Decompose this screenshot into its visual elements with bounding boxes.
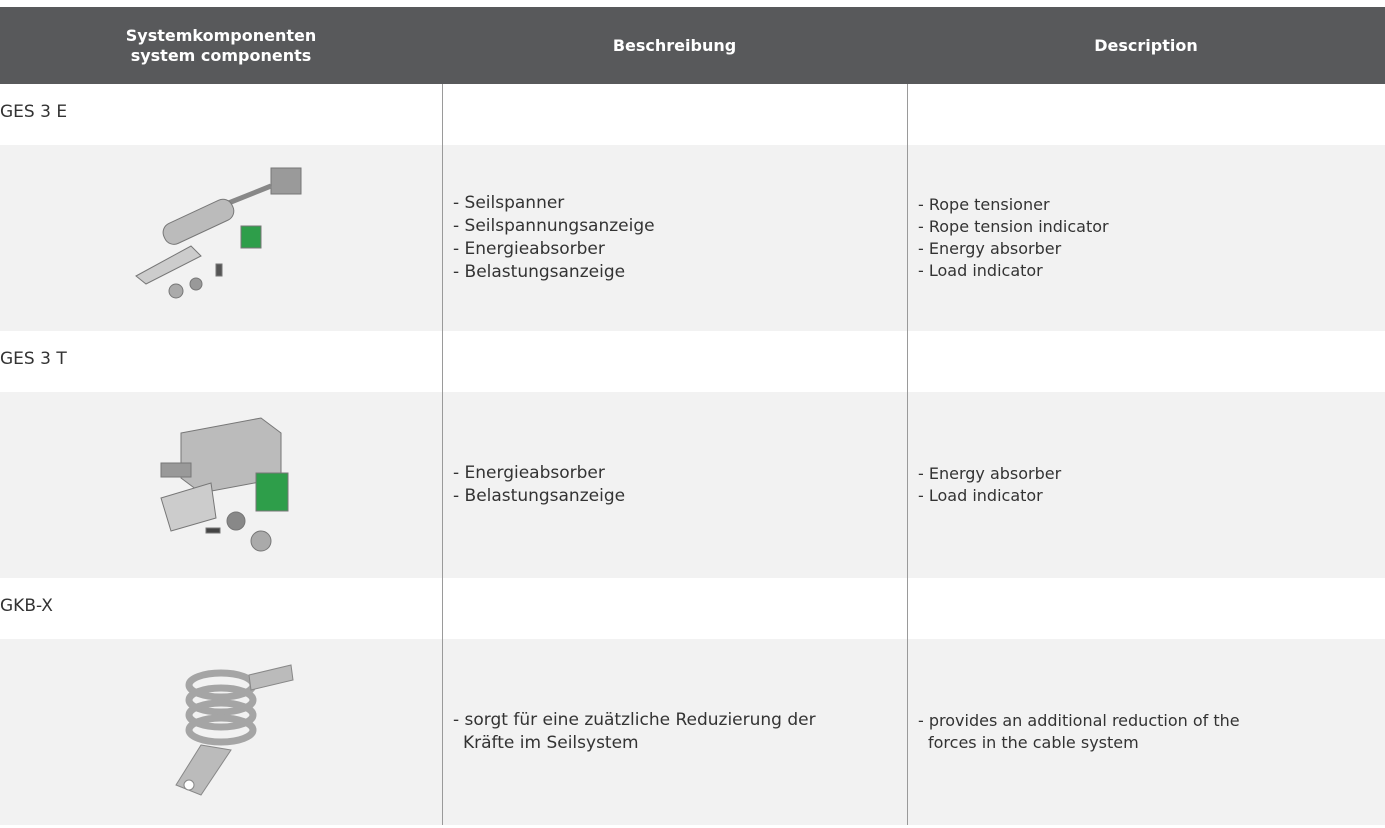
component-name: GKB-X [0,596,53,616]
description-cell: - Energy absorber - Load indicator [907,392,1385,578]
text-line: - Energieabsorber [453,239,605,259]
text-line: - Rope tension indicator [918,217,1109,236]
empty-cell [907,84,1385,145]
text-line: Kräfte im Seilsystem [463,733,639,753]
image-row: - sorgt für eine zuätzliche Reduzierung … [0,639,1385,825]
text-line: - Seilspannungsanzeige [453,216,655,236]
text-line: - Belastungsanzeige [453,262,626,282]
name-row: GES 3 E [0,84,1385,145]
component-name: GES 3 T [0,349,67,369]
description-cell: - Rope tensioner - Rope tension indicator… [907,145,1385,331]
image-cell [0,639,442,825]
beschreibung-cell: - sorgt für eine zuätzliche Reduzierung … [442,639,907,825]
product-illustration [175,664,294,796]
product-image [121,403,321,567]
product-image [121,645,321,819]
description-cell: - provides an additional reduction of th… [907,639,1385,825]
text-line: - Energy absorber [918,239,1062,258]
empty-cell [442,84,907,145]
header-cell: Description [907,7,1385,84]
table-body: GES 3 E - Seilspanner - Seilspannungsanzei… [0,84,1385,825]
text-line: forces in the cable system [928,733,1139,752]
text-line: - sorgt für eine zuätzliche Reduzierung … [453,710,816,730]
empty-cell [442,578,907,639]
text-line: - Energieabsorber [453,463,605,483]
image-cell [0,145,442,331]
beschreibung-cell: - Seilspanner - Seilspannungsanzeige - Ene… [442,145,907,331]
image-row: - Seilspanner - Seilspannungsanzeige - Ene… [0,145,1385,331]
text-line: - Load indicator [918,261,1043,280]
component-name: GES 3 E [0,102,68,122]
header-cell: Systemkomponenten system components [0,7,442,84]
empty-cell [442,331,907,392]
product-illustration [160,417,289,552]
text-line: - Energy absorber [918,464,1062,483]
table-header: Systemkomponenten system components Besc… [0,7,1385,84]
header-cell: Beschreibung [442,7,907,84]
header-text: Description [1094,35,1198,55]
empty-cell [907,331,1385,392]
empty-cell [907,578,1385,639]
image-cell [0,392,442,578]
name-row: GKB-X [0,578,1385,639]
name-row: GES 3 T [0,331,1385,392]
header-text: system components [130,45,312,65]
text-line: - Seilspanner [453,193,565,213]
product-image [121,156,321,320]
text-line: - Load indicator [918,486,1043,505]
beschreibung-cell: - Energieabsorber - Belastungsanzeige [442,392,907,578]
header-text: Beschreibung [612,35,737,55]
text-line: - provides an additional reduction of th… [918,711,1240,730]
image-row: - Energieabsorber - Belastungsanzeige - En… [0,392,1385,578]
text-line: - Rope tensioner [918,195,1050,214]
header-text: Systemkomponenten [125,25,317,45]
text-line: - Belastungsanzeige [453,486,626,506]
product-illustration [135,167,302,299]
